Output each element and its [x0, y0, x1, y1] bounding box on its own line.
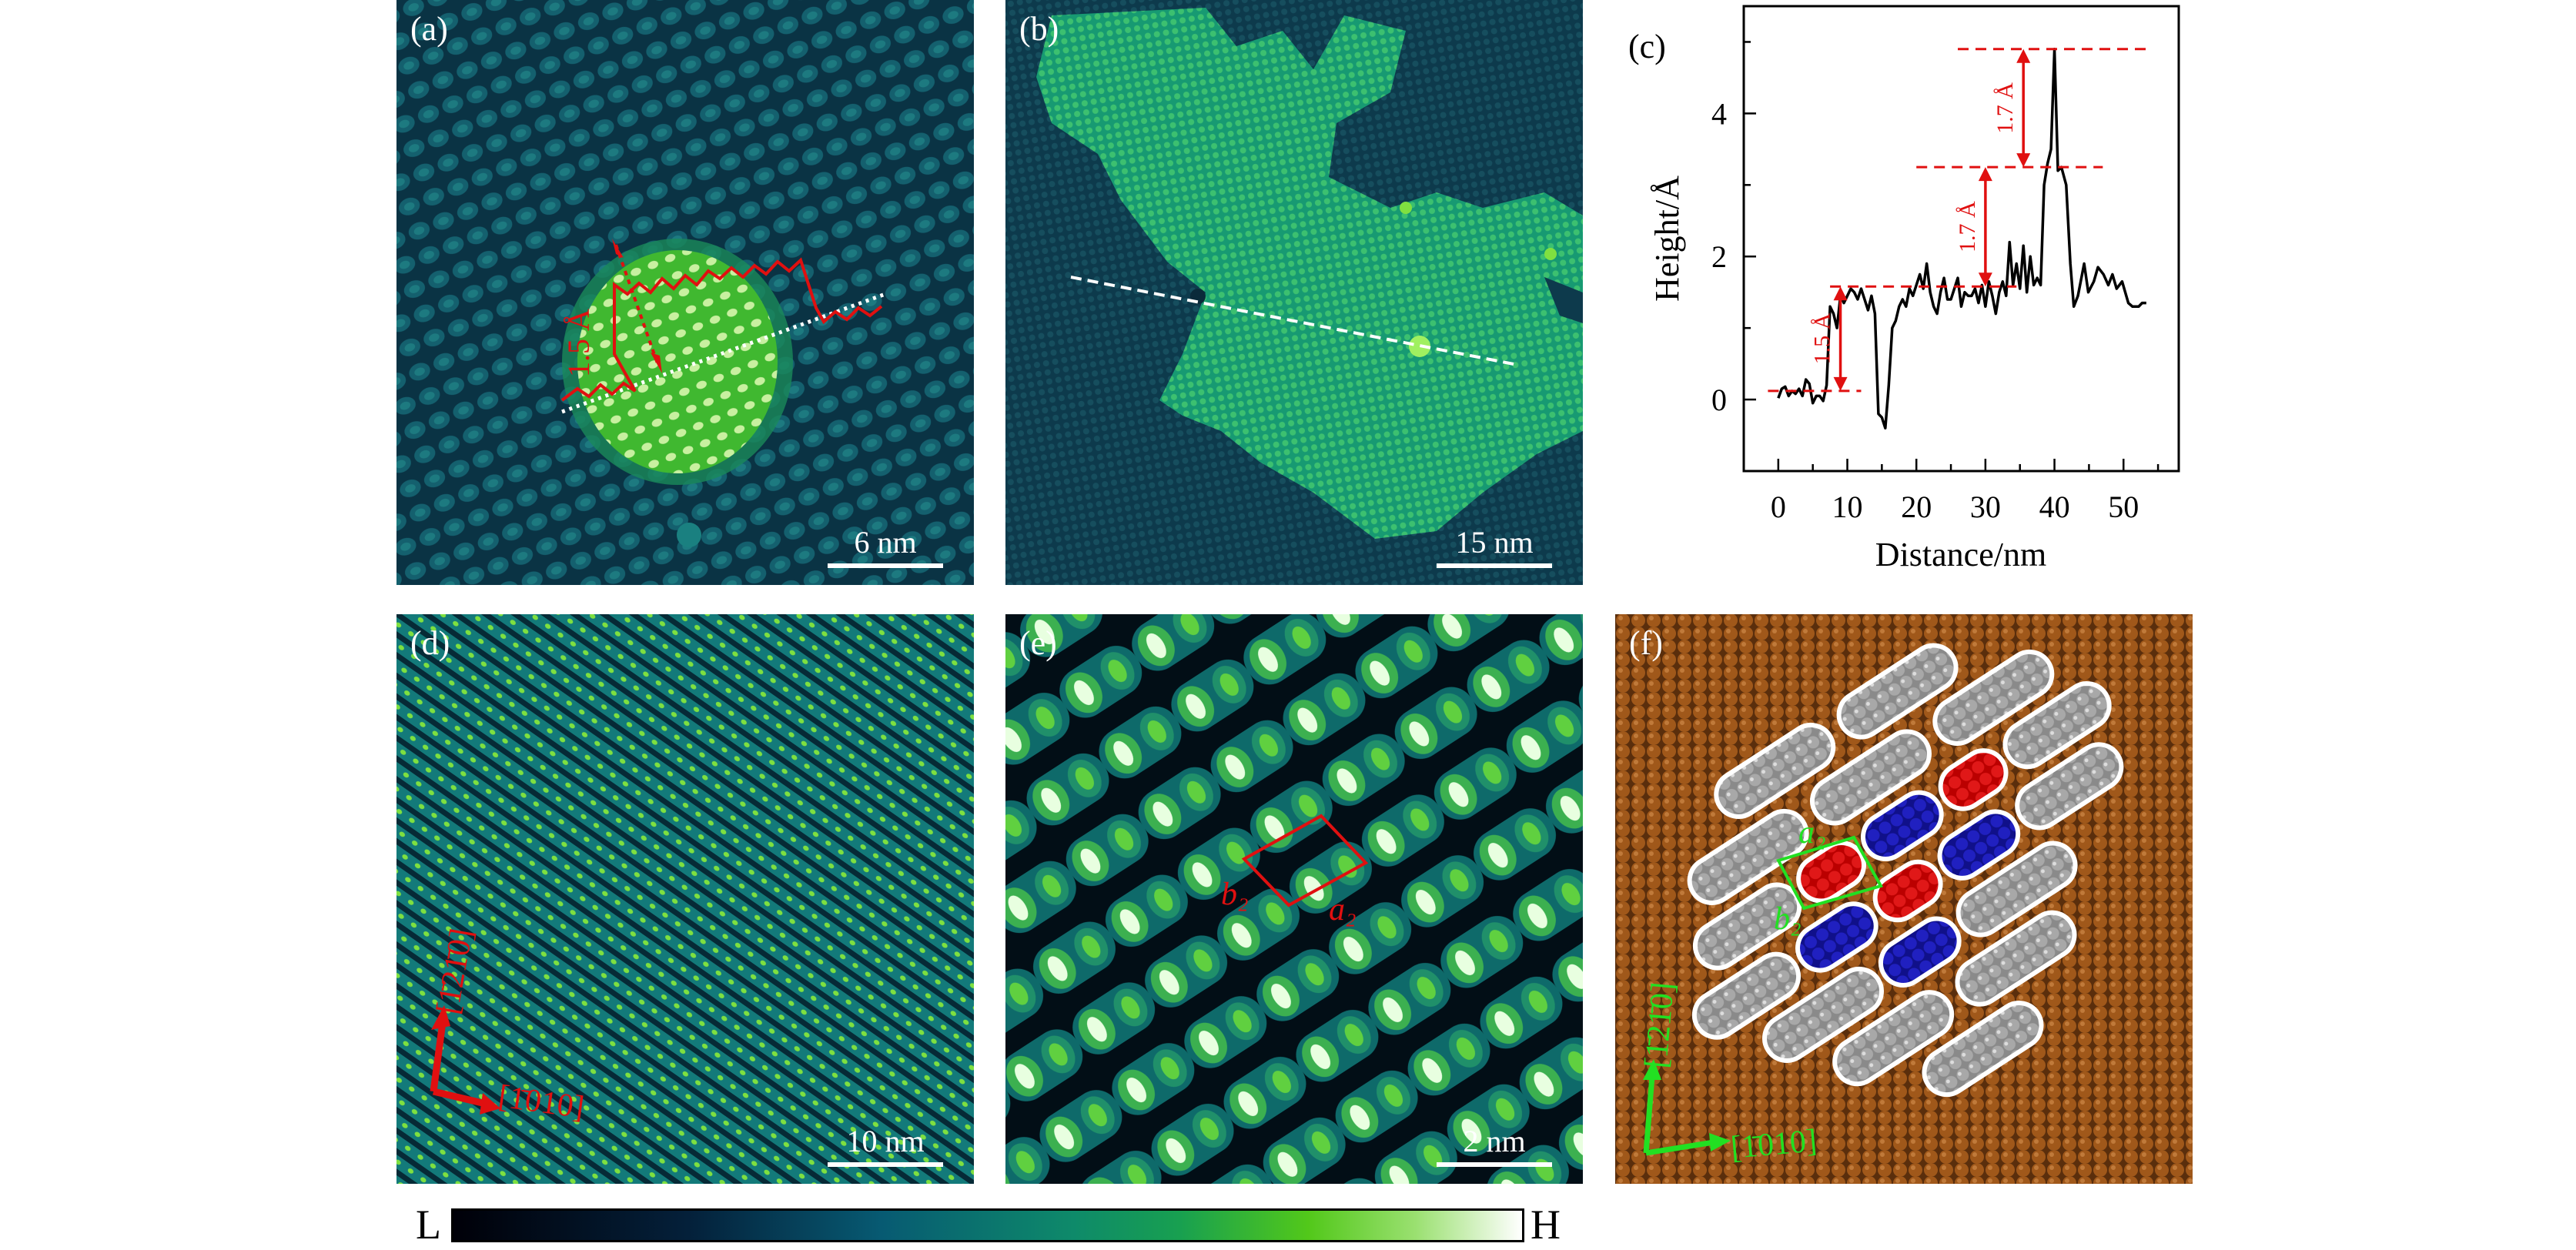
scale-bar-text-a: 6 nm — [854, 525, 917, 560]
stm-image-e-graphic — [1005, 614, 1583, 1184]
cell-label-a-f: a₂ — [1798, 815, 1826, 851]
height-label: 1.7 Å — [1955, 201, 1980, 252]
y-tick-label: 0 — [1711, 383, 1727, 417]
profile-line — [1777, 48, 2146, 429]
direction-label-vertical-f: [1̄21̄0] — [1638, 981, 1681, 1070]
molecular-model-f: a₂ b₂ [1̄21̄0] [1̄010] (f) — [1615, 614, 2193, 1184]
cell-label-a-e: a₂ — [1329, 892, 1357, 927]
svg-text:1.5 Å: 1.5 Å — [561, 309, 596, 377]
y-tick-label: 4 — [1711, 96, 1727, 131]
height-profile-chart: (c) 0 10 20 30 40 50 0 2 4 1.5 Å 1.7 Å 1.7 Å Distan… — [1628, 5, 2180, 573]
arrow-head — [1833, 286, 1848, 301]
panel-label-a: (a) — [410, 10, 448, 48]
scale-bar-line-e — [1437, 1162, 1552, 1167]
x-tick-label: 10 — [1832, 490, 1863, 524]
plot-frame — [1742, 5, 2180, 473]
x-tick-label: 40 — [2039, 490, 2070, 524]
colorbar-high-label: H — [1531, 1202, 1561, 1248]
scale-bar-a: 6 nm — [828, 524, 943, 568]
scale-bar-e: 2 nm — [1437, 1123, 1552, 1167]
height-label: 1.5 Å — [1810, 312, 1835, 364]
stm-image-e: b₂ a₂ (e) 2 nm — [1005, 614, 1583, 1184]
x-axis-label: Distance/nm — [1875, 536, 2046, 573]
scale-bar-text-d: 10 nm — [846, 1124, 925, 1158]
x-tick-label: 50 — [2108, 490, 2139, 524]
stm-image-d-graphic — [396, 614, 974, 1184]
height-label: 1.7 Å — [1992, 82, 2018, 134]
stm-image-d: [1̄21̄0] [1̄010] (d) 10 nm — [396, 614, 974, 1184]
colorbar — [451, 1208, 1524, 1242]
y-tick-label: 2 — [1711, 239, 1727, 274]
scale-bar-line-b — [1437, 563, 1552, 568]
panel-label-d: (d) — [410, 624, 450, 662]
stm-image-b: (b) 15 nm — [1005, 0, 1583, 585]
direction-label-horizontal-f: [1̄010] — [1729, 1123, 1818, 1166]
arrow-head — [1833, 376, 1848, 391]
x-tick-label: 20 — [1901, 490, 1932, 524]
stm-image-a: 1.5 Å (a) 6 nm — [396, 0, 974, 585]
cell-label-b-f: b₂ — [1774, 901, 1802, 937]
colorbar-low-label: L — [416, 1202, 441, 1248]
step-height-label-a: 1.5 Å — [561, 309, 596, 377]
panel-label-b: (b) — [1019, 10, 1059, 48]
arrow-head — [2016, 48, 2031, 63]
panel-label-e: (e) — [1019, 624, 1057, 662]
arrow-head — [1978, 167, 1992, 182]
molecular-model-f-graphic — [1615, 614, 2193, 1184]
cell-label-b-e: b₂ — [1221, 877, 1249, 912]
arrow-head — [1978, 272, 1992, 287]
y-axis-label: Height/Å — [1648, 175, 1686, 302]
scale-bar-b: 15 nm — [1437, 524, 1552, 568]
stm-image-a-graphic: 1.5 Å — [396, 0, 974, 585]
x-tick-label: 30 — [1970, 490, 2001, 524]
scale-bar-line-d — [828, 1162, 943, 1167]
x-tick-label: 0 — [1771, 490, 1786, 524]
arrow-head — [2016, 153, 2031, 168]
scale-bar-d: 10 nm — [828, 1123, 943, 1167]
scale-bar-line-a — [828, 563, 943, 568]
scale-bar-text-b: 15 nm — [1455, 525, 1534, 560]
panel-label-f: (f) — [1629, 624, 1663, 662]
panel-label-c: (c) — [1628, 28, 1666, 65]
scale-bar-text-e: 2 nm — [1463, 1124, 1526, 1158]
stm-image-b-graphic — [1005, 0, 1583, 585]
